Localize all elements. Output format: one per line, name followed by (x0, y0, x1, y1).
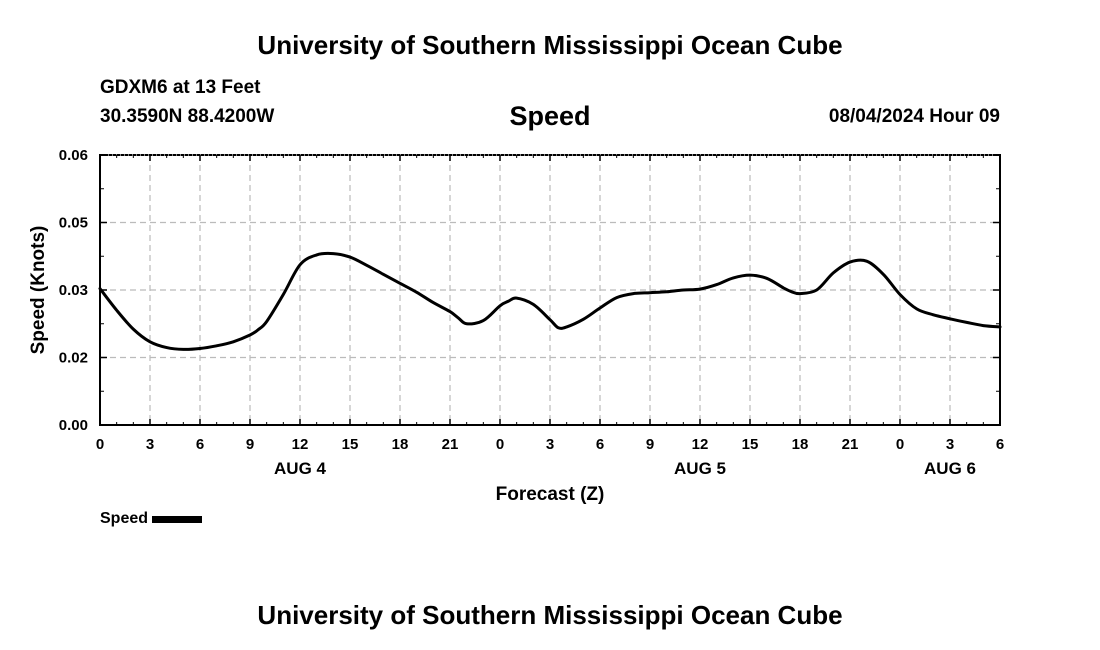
station-label: GDXM6 at 13 Feet (100, 77, 261, 98)
x-tick-labels: 0 3 6 9 12 15 18 21 0 3 6 9 12 15 18 21 0 3 6 (96, 436, 1004, 453)
x-tick-label: 3 (546, 436, 554, 453)
day-labels: AUG 4 AUG 5 AUG 6 (274, 459, 976, 478)
x-tick-label: 15 (742, 436, 759, 453)
x-tick-label: 3 (946, 436, 954, 453)
day-label: AUG 5 (674, 459, 726, 478)
x-tick-label: 12 (692, 436, 709, 453)
x-axis-label: Forecast (Z) (496, 484, 605, 505)
y-tick-label: 0.03 (59, 282, 88, 299)
forecast-datetime: 08/04/2024 Hour 09 (828, 106, 1000, 127)
chart-title: Speed (509, 101, 591, 131)
axis-ticks (99, 154, 1001, 426)
x-tick-label: 0 (496, 436, 504, 453)
y-tick-label: 0.02 (59, 350, 88, 367)
footer-title: University of Southern Mississippi Ocean… (257, 600, 843, 630)
y-tick-labels: 0.00 0.02 0.03 0.05 0.06 (59, 147, 88, 434)
x-tick-label: 15 (342, 436, 359, 453)
x-tick-label: 6 (196, 436, 204, 453)
day-label: AUG 4 (274, 459, 327, 478)
x-tick-label: 18 (392, 436, 409, 453)
legend-label: Speed (100, 510, 149, 527)
page-title: University of Southern Mississippi Ocean… (257, 30, 843, 60)
x-tick-label: 6 (996, 436, 1004, 453)
x-tick-label: 21 (442, 436, 459, 453)
grid (100, 155, 1000, 425)
x-tick-label: 0 (896, 436, 904, 453)
y-tick-label: 0.00 (59, 417, 88, 434)
y-axis-label: Speed (Knots) (28, 226, 49, 355)
x-tick-label: 12 (292, 436, 309, 453)
x-tick-label: 21 (842, 436, 859, 453)
x-tick-label: 9 (246, 436, 254, 453)
x-tick-label: 0 (96, 436, 104, 453)
y-tick-label: 0.06 (59, 147, 88, 164)
legend: Speed (100, 510, 203, 528)
x-tick-label: 3 (146, 436, 154, 453)
legend-swatch (152, 515, 203, 523)
station-coordinates: 30.3590N 88.4200W (100, 106, 275, 127)
y-tick-label: 0.05 (59, 215, 88, 232)
x-tick-label: 9 (646, 436, 654, 453)
speed-series-line (98, 251, 1002, 351)
day-label: AUG 6 (924, 459, 976, 478)
x-tick-label: 6 (596, 436, 604, 453)
x-tick-label: 18 (792, 436, 809, 453)
